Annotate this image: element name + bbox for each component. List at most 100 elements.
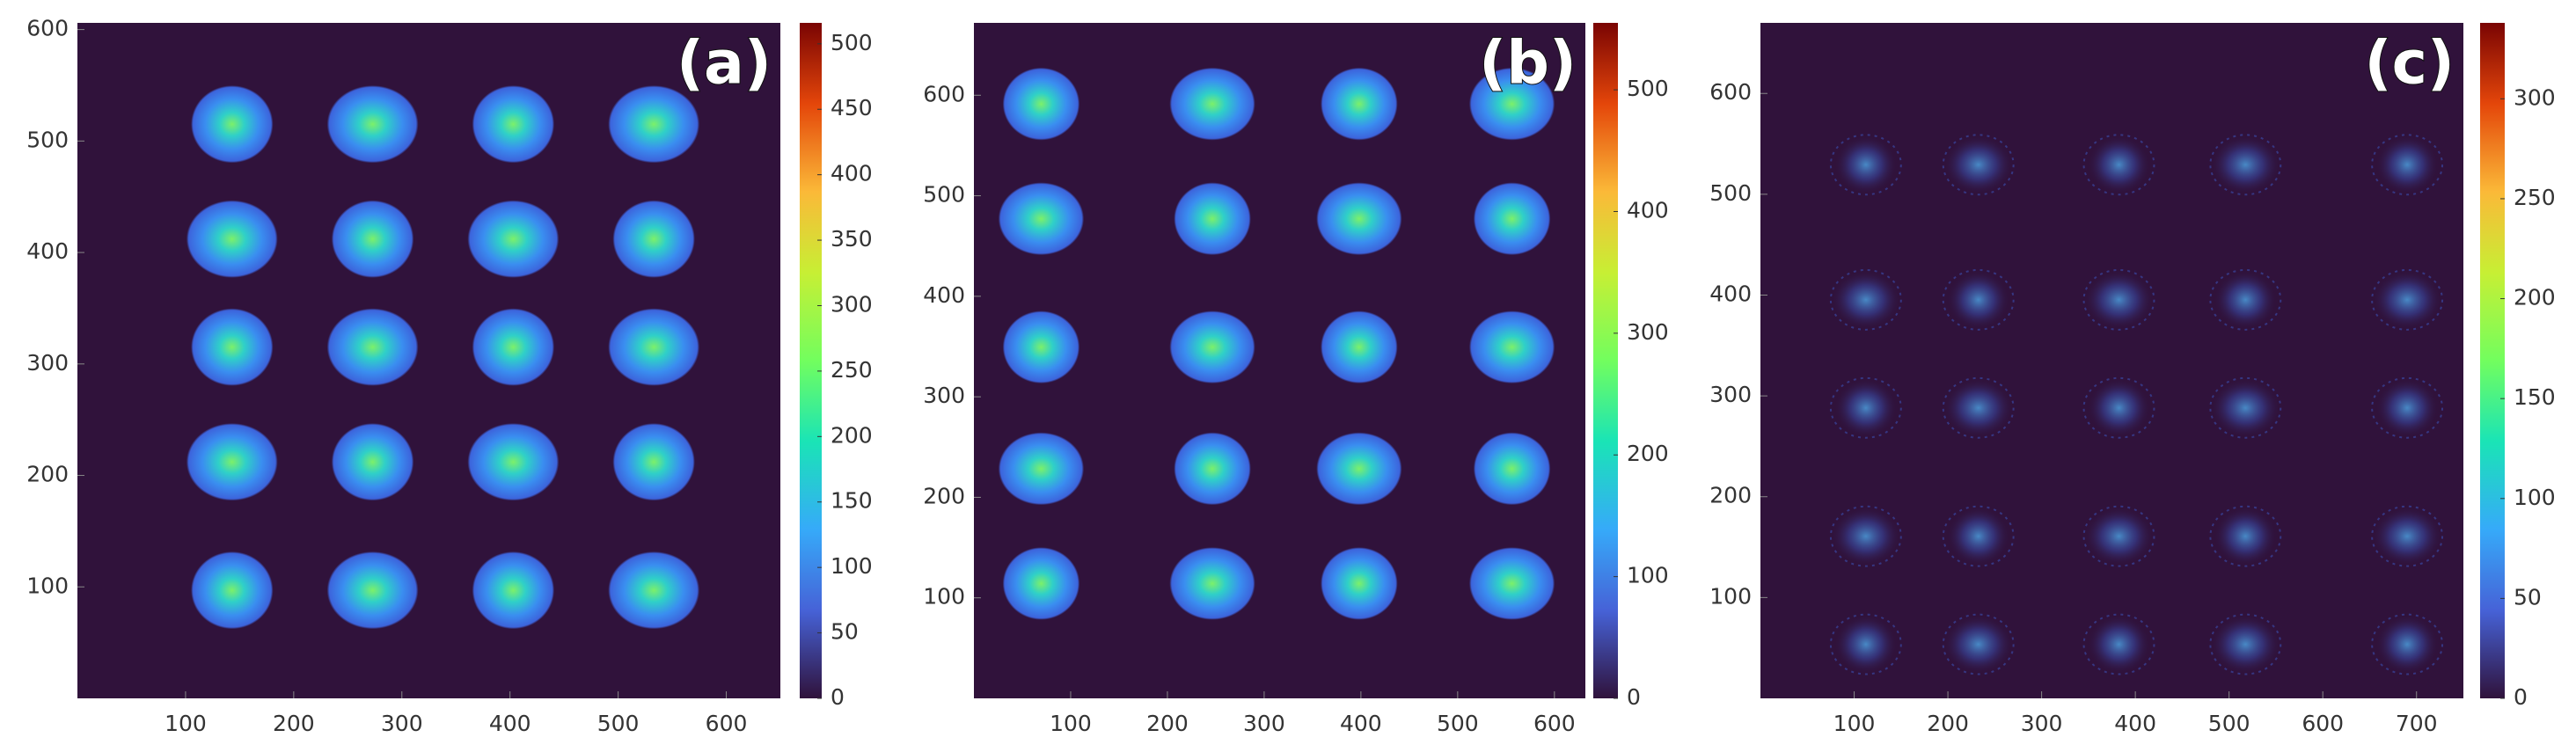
sample-blob	[2210, 377, 2281, 438]
sample-blob	[1002, 547, 1080, 620]
y-tick-label: 600	[923, 81, 965, 106]
x-tick-label: 200	[1146, 711, 1189, 736]
sample-blob	[2375, 135, 2440, 195]
sample-blob	[1169, 67, 1255, 141]
colorbar-tick-label: 100	[1627, 563, 1669, 588]
sample-blob	[1830, 269, 1901, 330]
sample-blob	[1002, 310, 1080, 383]
sample-blob	[472, 551, 555, 630]
y-tick-label: 100	[923, 584, 965, 610]
sample-outline	[1942, 376, 2015, 439]
colorbar-tick-label: 500	[1627, 76, 1669, 101]
colorbar-tick-label: 350	[831, 226, 873, 252]
colorbar	[1593, 23, 1618, 698]
sample-blob	[1174, 432, 1251, 506]
sample-blob	[2372, 506, 2443, 566]
colorbar	[2480, 23, 2505, 698]
sample-blob	[467, 200, 560, 278]
colorbar-tick-label: 400	[831, 161, 873, 186]
sample-blob	[472, 308, 555, 386]
sample-blob	[331, 200, 414, 278]
sample-outline	[2082, 505, 2155, 567]
x-tick-label: 400	[2114, 711, 2156, 736]
sample-blob	[1316, 432, 1402, 506]
colorbar-tick-label: 250	[2514, 185, 2556, 210]
sample-blob	[1321, 67, 1398, 141]
sample-outline	[1942, 134, 2015, 196]
y-tick-label: 400	[923, 282, 965, 308]
sample-outline	[1829, 505, 1902, 567]
panel-label: (a)	[677, 29, 772, 99]
sample-blob	[608, 85, 700, 164]
sample-blob	[2375, 614, 2440, 675]
sample-outline	[2371, 613, 2444, 675]
sample-blob	[612, 200, 695, 278]
colorbar-tick-label: 50	[831, 619, 859, 645]
sample-outline	[2209, 505, 2282, 567]
sample-outline	[1829, 613, 1902, 675]
sample-blob	[2083, 269, 2155, 330]
sample-blob	[1830, 506, 1901, 566]
sample-blob	[2087, 377, 2151, 438]
colorbar-tick-label: 500	[831, 30, 873, 55]
sample-outline	[2082, 613, 2155, 675]
y-tick-label: 500	[923, 182, 965, 208]
sample-blob	[1473, 182, 1551, 256]
sample-blob	[1468, 310, 1555, 383]
sample-blob	[612, 423, 695, 501]
sample-outline	[2082, 134, 2155, 196]
x-tick-label: 100	[1833, 711, 1876, 736]
colorbar	[800, 23, 822, 698]
sample-blob	[1468, 67, 1555, 141]
sample-blob	[1833, 135, 1898, 195]
sample-blob	[186, 200, 278, 278]
sample-blob	[1169, 310, 1255, 383]
sample-blob	[2214, 506, 2278, 566]
sample-blob	[2372, 269, 2443, 330]
colorbar-tick-label: 100	[2514, 485, 2556, 510]
sample-blob	[191, 308, 274, 386]
sample-blob	[1002, 67, 1080, 141]
sample-blob	[331, 423, 414, 501]
sample-blob	[2087, 135, 2151, 195]
sample-blob	[608, 308, 700, 386]
y-tick-label: 200	[923, 483, 965, 508]
sample-blob	[2087, 614, 2151, 675]
x-tick-label: 200	[1927, 711, 1969, 736]
colorbar-tick-label: 150	[831, 488, 873, 514]
sample-outline	[2371, 268, 2444, 331]
y-tick-label: 600	[1709, 79, 1752, 105]
colorbar-tick-label: 150	[2514, 384, 2556, 410]
sample-blob	[1316, 182, 1402, 256]
sample-blob	[1943, 377, 2014, 438]
sample-blob	[1946, 269, 2010, 330]
sample-blob	[1833, 614, 1898, 675]
sample-outline	[2082, 268, 2155, 331]
sample-blob	[472, 85, 555, 164]
y-tick-label: 500	[1709, 180, 1752, 206]
sample-outline	[2371, 134, 2444, 196]
colorbar-tick-label: 250	[831, 357, 873, 383]
colorbar-tick-label: 200	[1627, 441, 1669, 466]
sample-blob	[2210, 614, 2281, 675]
colorbar-tick-label: 300	[2514, 84, 2556, 110]
sample-blob	[1321, 547, 1398, 620]
sample-outline	[1942, 613, 2015, 675]
sample-blob	[1169, 547, 1255, 620]
sample-outline	[2209, 268, 2282, 331]
x-tick-label: 300	[381, 711, 423, 736]
sample-blob	[1473, 432, 1551, 506]
sample-blob	[1943, 614, 2014, 675]
sample-blob	[1833, 377, 1898, 438]
sample-blob	[2375, 377, 2440, 438]
colorbar-tick-label: 0	[831, 684, 845, 710]
colorbar-tick-label: 200	[2514, 285, 2556, 310]
colorbar-tick-label: 400	[1627, 197, 1669, 223]
colorbar-tick-label: 200	[831, 422, 873, 448]
sample-outline	[2371, 505, 2444, 567]
y-tick-label: 100	[26, 573, 69, 598]
sample-outline	[2082, 376, 2155, 439]
y-tick-label: 600	[26, 16, 69, 41]
x-tick-label: 500	[1437, 711, 1479, 736]
panel-label: (b)	[1479, 29, 1577, 99]
